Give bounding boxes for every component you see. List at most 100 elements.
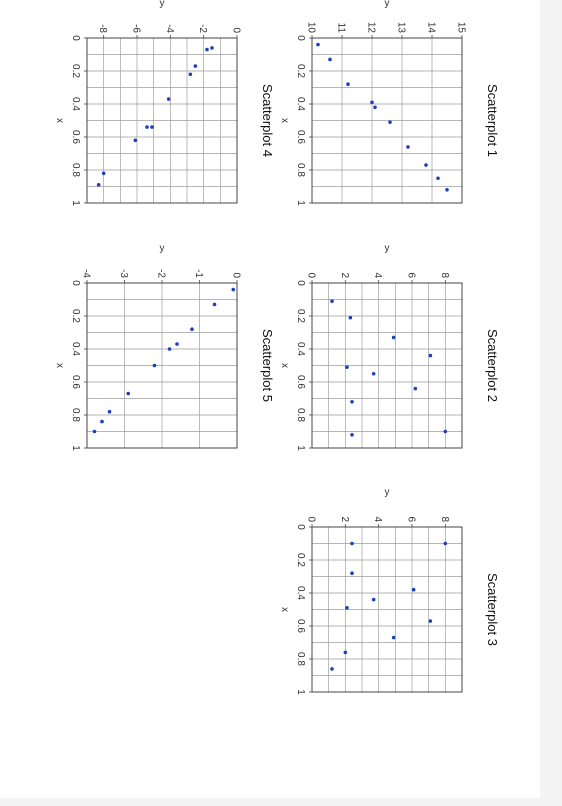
x-tick-label: 0.2 <box>295 553 306 567</box>
x-tick-label: 1 <box>295 200 306 206</box>
data-point <box>371 371 376 376</box>
y-tick-label: 0 <box>306 516 317 522</box>
data-point <box>406 145 410 149</box>
y-tick-label: 0 <box>231 272 242 278</box>
y-tick-label: -1 <box>193 269 204 278</box>
data-point <box>107 409 112 414</box>
data-point <box>391 335 396 340</box>
x-tick-label: 0.6 <box>295 130 306 144</box>
x-tick-label: 0.4 <box>70 97 81 111</box>
x-tick-label: 0 <box>70 35 81 41</box>
y-tick-label: 12 <box>366 22 377 34</box>
data-point <box>188 72 193 77</box>
data-point <box>167 347 172 351</box>
x-tick-label: 0.2 <box>70 64 81 78</box>
data-point <box>413 386 418 391</box>
y-tick-label: 10 <box>306 22 317 34</box>
x-tick-label: 1 <box>295 689 306 695</box>
data-point <box>316 42 320 47</box>
scatterplot-2: 0 0.2 0.4 0.6 0.8 1 0 2 4 6 8 x y Scatterplot 2 <box>279 243 500 451</box>
x-axis-label: x <box>54 363 65 368</box>
y-tick-label: 14 <box>426 22 437 34</box>
x-tick-label: 0.6 <box>295 619 306 633</box>
data-point <box>330 299 334 303</box>
data-point <box>388 120 392 124</box>
x-tick-label: 1 <box>295 445 306 451</box>
data-point <box>92 429 97 434</box>
y-axis-label: y <box>385 487 390 498</box>
page: 0 0.2 0.4 0.6 0.8 1 10 11 12 13 14 15 x y Scatterplot … <box>0 0 540 798</box>
x-tick-label: 0.2 <box>295 64 306 78</box>
data-point <box>428 353 433 358</box>
data-point <box>231 287 236 292</box>
x-axis-label: x <box>279 118 290 123</box>
x-tick-label: 0 <box>70 280 81 286</box>
y-tick-label: 13 <box>396 22 407 34</box>
y-tick-label: 2 <box>339 516 350 522</box>
y-axis-label: y <box>160 243 165 254</box>
data-point <box>370 100 374 105</box>
y-tick-label: 2 <box>339 272 350 278</box>
x-tick-label: 0.8 <box>295 652 306 666</box>
y-tick-label: 15 <box>456 22 467 34</box>
y-tick-label: -2 <box>197 24 208 33</box>
y-tick-label: -4 <box>81 269 92 278</box>
x-tick-label: 0.4 <box>70 342 81 356</box>
y-tick-label: -8 <box>97 24 108 33</box>
y-tick-label: -6 <box>131 24 142 33</box>
data-point <box>345 606 349 610</box>
y-axis-label: y <box>160 0 165 9</box>
x-tick-label: 0 <box>295 35 306 41</box>
data-point <box>175 342 179 346</box>
data-point <box>373 105 377 110</box>
x-axis-label: x <box>279 363 290 368</box>
x-tick-label: 0.8 <box>70 408 81 422</box>
data-point <box>101 171 106 176</box>
scatterplot-3: 0 0.2 0.4 0.6 0.8 1 0 2 4 6 8 x y Scatterplot 3 <box>279 487 500 695</box>
y-axis-label: y <box>385 0 390 9</box>
y-axis-label: y <box>385 243 390 254</box>
x-tick-label: 0.8 <box>70 163 81 177</box>
y-tick-label: -3 <box>118 269 129 278</box>
chart-title: Scatterplot 5 <box>260 329 275 402</box>
chart-title: Scatterplot 3 <box>485 573 500 646</box>
y-tick-label: 0 <box>231 27 242 33</box>
data-point <box>150 125 154 129</box>
data-point <box>330 667 334 671</box>
y-tick-label: 0 <box>306 272 317 278</box>
x-tick-label: 0.4 <box>295 586 306 600</box>
data-point <box>350 541 354 546</box>
chart-title: Scatterplot 4 <box>260 84 275 157</box>
x-tick-label: 0.2 <box>70 309 81 323</box>
data-point <box>193 64 198 68</box>
y-tick-label: 11 <box>336 23 347 34</box>
plot-frame <box>311 282 463 449</box>
data-point <box>424 163 428 167</box>
y-tick-label: 4 <box>372 516 383 522</box>
x-tick-label: 1 <box>70 200 81 206</box>
x-tick-label: 0.6 <box>295 375 306 389</box>
data-point <box>166 97 171 101</box>
x-tick-label: 0.6 <box>70 130 81 144</box>
data-point <box>350 571 354 576</box>
data-point <box>443 429 448 434</box>
y-tick-label: 6 <box>406 516 417 522</box>
data-point <box>212 302 217 307</box>
data-point <box>126 391 131 396</box>
data-point <box>205 47 209 52</box>
data-point <box>145 125 149 129</box>
data-point <box>133 138 138 143</box>
scatterplot-5: 0 0.2 0.4 0.6 0.8 1 0 -1 -2 -3 -4 x y Scatterplot 5 <box>54 243 275 451</box>
data-point <box>210 46 214 50</box>
x-tick-label: 0.8 <box>295 408 306 422</box>
y-tick-label: -2 <box>156 269 167 278</box>
x-tick-label: 0.8 <box>295 163 306 177</box>
data-point <box>152 363 157 368</box>
y-tick-label: 8 <box>439 272 450 278</box>
data-point <box>190 327 194 332</box>
x-tick-label: 0.6 <box>70 375 81 389</box>
x-axis-label: x <box>279 607 290 612</box>
x-tick-label: 1 <box>70 445 81 451</box>
y-tick-label: 8 <box>439 516 450 522</box>
